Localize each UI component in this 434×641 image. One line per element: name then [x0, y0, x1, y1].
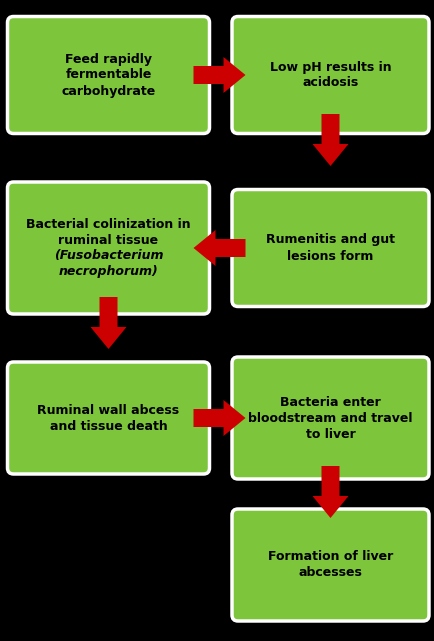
Text: ruminal tissue: ruminal tissue	[58, 233, 158, 247]
Text: Rumenitis and gut: Rumenitis and gut	[265, 233, 394, 247]
Polygon shape	[193, 400, 245, 436]
Text: abcesses: abcesses	[298, 567, 362, 579]
Text: bloodstream and travel: bloodstream and travel	[248, 412, 412, 424]
FancyBboxPatch shape	[7, 182, 209, 314]
FancyBboxPatch shape	[231, 17, 428, 133]
Text: to liver: to liver	[305, 428, 355, 440]
Polygon shape	[193, 230, 245, 266]
Text: acidosis: acidosis	[302, 76, 358, 90]
Text: (Fusobacterium: (Fusobacterium	[54, 249, 163, 263]
Text: and tissue death: and tissue death	[49, 419, 167, 433]
Text: lesions form: lesions form	[286, 249, 373, 263]
FancyBboxPatch shape	[231, 190, 428, 306]
Text: carbohydrate: carbohydrate	[61, 85, 155, 97]
Text: Formation of liver: Formation of liver	[267, 551, 392, 563]
Text: Bacterial colinization in: Bacterial colinization in	[26, 217, 191, 231]
FancyBboxPatch shape	[231, 357, 428, 479]
Text: Feed rapidly: Feed rapidly	[65, 53, 151, 65]
Polygon shape	[90, 297, 126, 349]
Text: Ruminal wall abcess: Ruminal wall abcess	[37, 403, 179, 417]
FancyBboxPatch shape	[7, 362, 209, 474]
Text: fermentable: fermentable	[65, 69, 151, 81]
FancyBboxPatch shape	[231, 509, 428, 621]
Polygon shape	[193, 57, 245, 93]
Text: Low pH results in: Low pH results in	[269, 60, 391, 74]
Text: necrophorum): necrophorum)	[59, 265, 158, 278]
Polygon shape	[312, 466, 348, 518]
FancyBboxPatch shape	[7, 17, 209, 133]
Text: Bacteria enter: Bacteria enter	[279, 395, 380, 408]
Polygon shape	[312, 114, 348, 166]
